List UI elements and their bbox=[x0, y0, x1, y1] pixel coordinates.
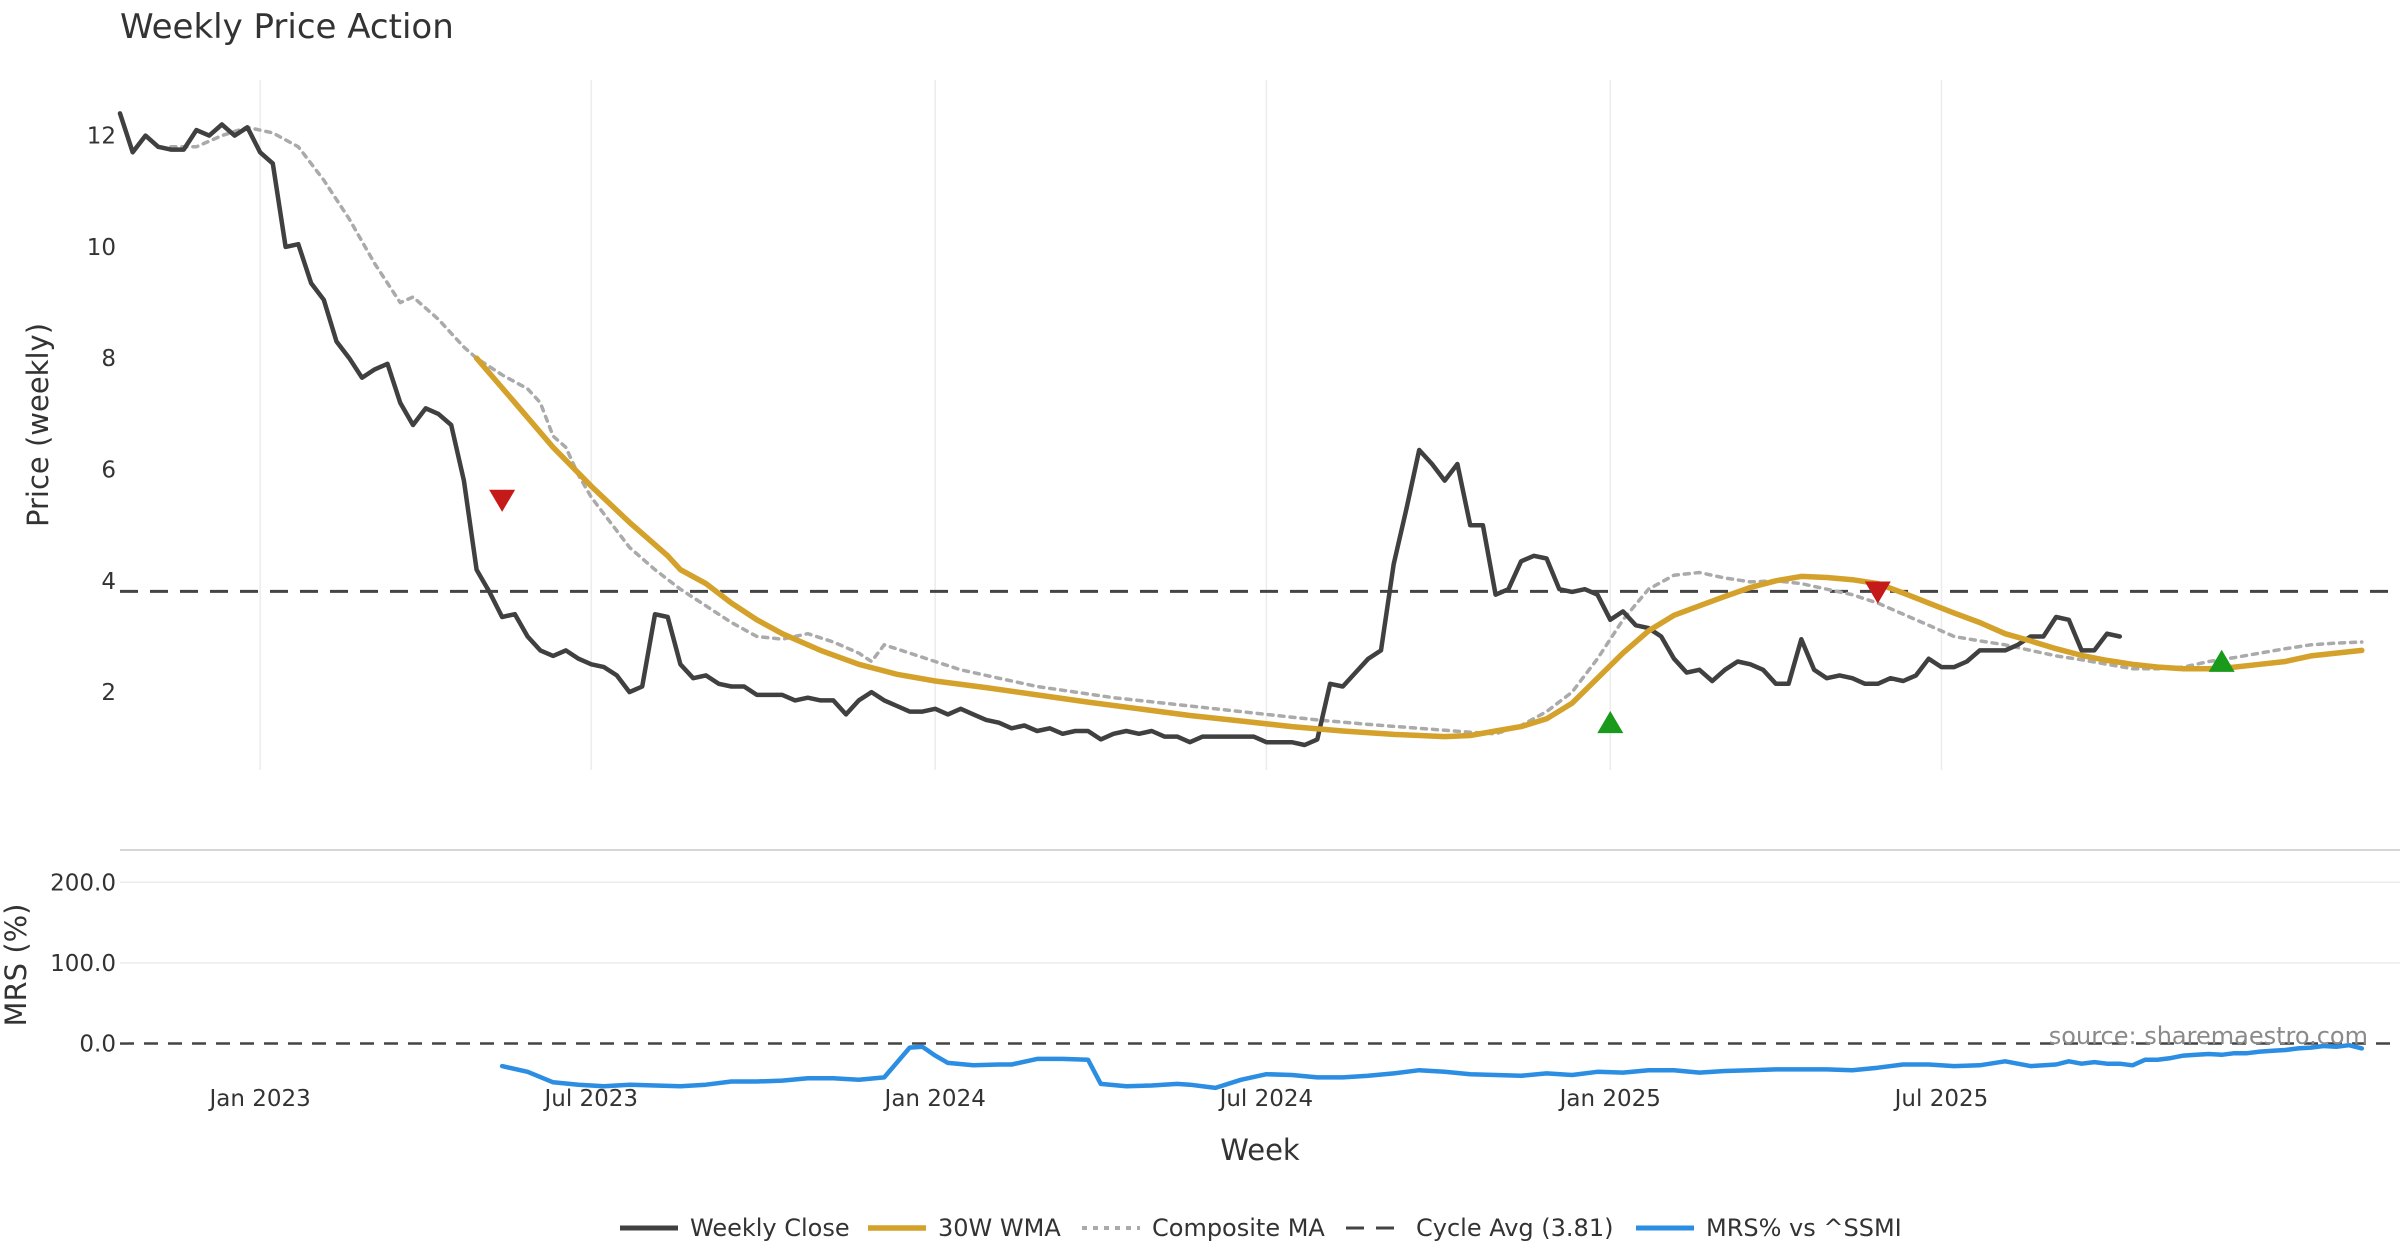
composite-ma-line bbox=[169, 125, 2364, 736]
mrs-series bbox=[499, 1042, 2365, 1091]
x-tick-label: Jan 2023 bbox=[207, 1086, 310, 1112]
legend-label: 30W WMA bbox=[938, 1214, 1061, 1242]
buy-signal-marker-3 bbox=[2208, 649, 2235, 672]
x-axis: Jan 2023 Jul 2023 Jan 2024 Jul 2024 Jan 2025… bbox=[207, 1086, 1988, 1112]
sell-signal-marker-0 bbox=[489, 489, 516, 512]
x-tick-label: Jul 2023 bbox=[542, 1086, 638, 1112]
signal-markers bbox=[489, 489, 2235, 734]
legend-label: Composite MA bbox=[1152, 1214, 1325, 1242]
mrs-panel-grid bbox=[120, 849, 2400, 1045]
mrs-line bbox=[499, 1042, 2365, 1091]
price-y-tick-label: 12 bbox=[87, 124, 116, 150]
mrs-y-tick-label: 100.0 bbox=[50, 951, 116, 977]
weekly-close-line bbox=[117, 111, 2123, 748]
price-y-axis-label: Price (weekly) bbox=[21, 323, 55, 527]
price-y-tick-label: 6 bbox=[101, 458, 116, 484]
price-series bbox=[117, 111, 2400, 748]
mrs-y-axis: 0.0 100.0 200.0 bbox=[50, 870, 116, 1057]
x-tick-label: Jan 2024 bbox=[883, 1086, 986, 1112]
legend-label: Weekly Close bbox=[690, 1214, 850, 1242]
sell-signal-marker-2 bbox=[1864, 581, 1891, 604]
source-watermark: source: sharemaestro.com bbox=[2049, 1022, 2368, 1050]
chart-title: Weekly Price Action bbox=[120, 7, 454, 47]
price-y-tick-label: 8 bbox=[101, 346, 116, 372]
buy-signal-marker-1 bbox=[1597, 711, 1624, 734]
x-tick-label: Jan 2025 bbox=[1558, 1086, 1661, 1112]
price-y-axis: 2 4 6 8 10 12 bbox=[87, 124, 116, 706]
legend-label: MRS% vs ^SSMI bbox=[1706, 1214, 1902, 1242]
mrs-y-axis-label: MRS (%) bbox=[0, 904, 33, 1027]
price-y-tick-label: 4 bbox=[101, 569, 116, 595]
price-y-tick-label: 10 bbox=[87, 235, 116, 261]
legend-label: Cycle Avg (3.81) bbox=[1416, 1214, 1613, 1242]
x-tick-label: Jul 2024 bbox=[1218, 1086, 1314, 1112]
x-axis-label: Week bbox=[1220, 1133, 1300, 1167]
price-panel-grid bbox=[259, 80, 1943, 770]
legend: Weekly Close 30W WMA Composite MA Cycle Avg… bbox=[620, 1214, 1902, 1242]
mrs-y-tick-label: 200.0 bbox=[50, 870, 116, 896]
price-y-tick-label: 2 bbox=[101, 680, 116, 706]
mrs-y-tick-label: 0.0 bbox=[79, 1032, 116, 1058]
30w-wma-line bbox=[473, 355, 2365, 740]
x-tick-label: Jul 2025 bbox=[1893, 1086, 1989, 1112]
